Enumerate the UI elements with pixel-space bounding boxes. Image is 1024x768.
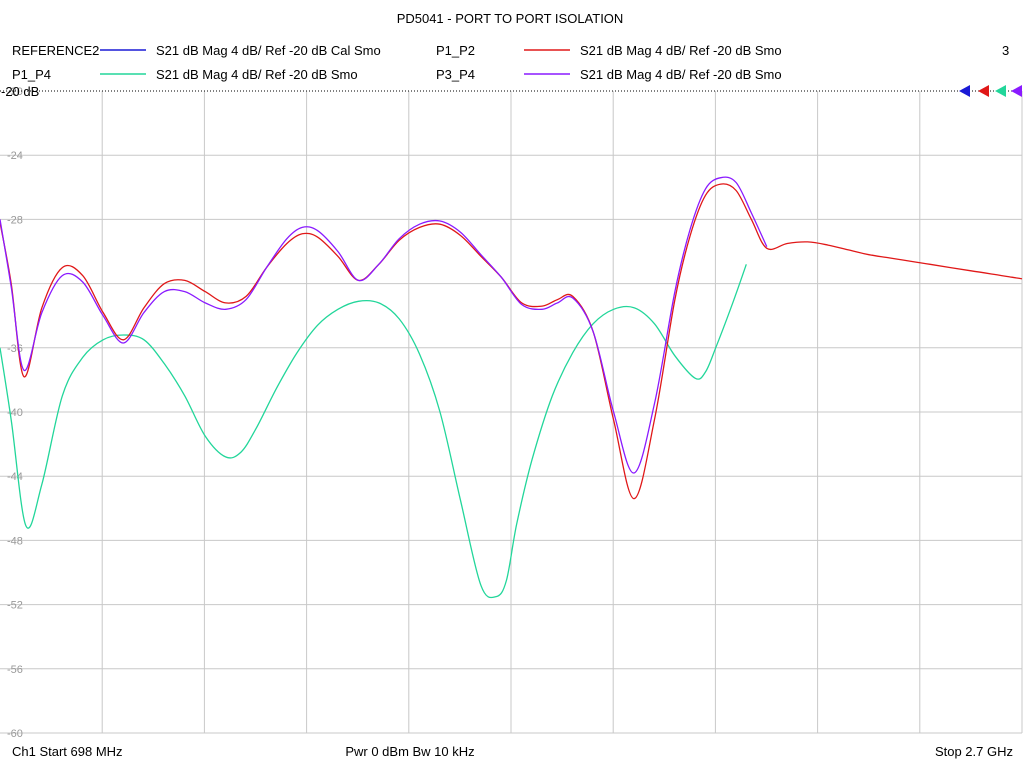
reference-markers — [959, 85, 1022, 97]
traces — [0, 176, 1023, 599]
y-tick-4: -36 — [7, 343, 23, 355]
ref-marker-2 — [995, 85, 1006, 97]
y-tick-6: -44 — [7, 471, 23, 483]
trace-1 — [0, 183, 1023, 500]
footer-power-bw: Pwr 0 dBm Bw 10 kHz — [345, 744, 474, 759]
legend-meas-1: S21 dB Mag 4 dB/ Ref -20 dB Smo — [580, 43, 782, 58]
y-tick-9: -56 — [7, 664, 23, 676]
reference-label: -20 dB — [1, 84, 39, 99]
legend-name-3: P3_P4 — [436, 67, 475, 82]
legend-name-2: P1_P4 — [12, 67, 51, 82]
y-tick-0: -20 — [7, 86, 23, 98]
y-tick-7: -48 — [7, 535, 23, 547]
legend-name-0: REFERENCE2 — [12, 43, 99, 58]
y-tick-8: -52 — [7, 600, 23, 612]
footer-start: Ch1 Start 698 MHz — [12, 744, 123, 759]
channel-number: 3 — [1002, 43, 1009, 58]
y-tick-1: -24 — [7, 150, 23, 162]
trace-3 — [0, 176, 768, 474]
legend-meas-3: S21 dB Mag 4 dB/ Ref -20 dB Smo — [580, 67, 782, 82]
ref-marker-1 — [978, 85, 989, 97]
chart-title: PD5041 - PORT TO PORT ISOLATION — [397, 11, 624, 26]
ref-marker-0 — [959, 85, 970, 97]
y-tick-2: -28 — [7, 214, 23, 226]
plot-grid — [0, 91, 1023, 734]
footer-stop: Stop 2.7 GHz — [935, 744, 1013, 759]
legend-meas-0: S21 dB Mag 4 dB/ Ref -20 dB Cal Smo — [156, 43, 381, 58]
ref-marker-3 — [1011, 85, 1022, 97]
legend: REFERENCE2 S21 dB Mag 4 dB/ Ref -20 dB C… — [12, 43, 1009, 82]
trace-2 — [0, 264, 747, 599]
legend-meas-2: S21 dB Mag 4 dB/ Ref -20 dB Smo — [156, 67, 358, 82]
y-tick-10: -60 — [7, 728, 23, 740]
y-tick-labels: -20-24-28-36-40-44-48-52-56-60 — [7, 86, 23, 740]
legend-name-1: P1_P2 — [436, 43, 475, 58]
